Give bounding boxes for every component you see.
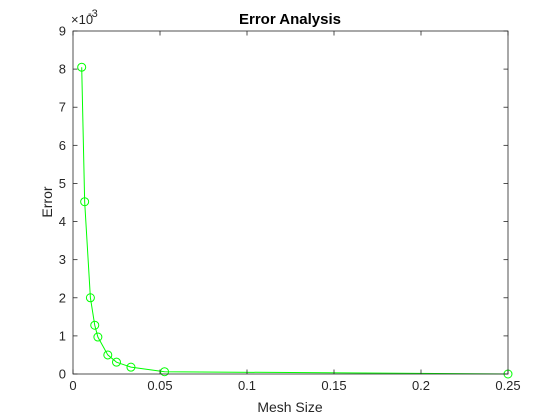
- y-tick-label: 9: [59, 24, 66, 39]
- data-point-marker: [126, 362, 136, 372]
- y-tick-label: 2: [59, 290, 66, 305]
- data-point-marker: [77, 62, 87, 72]
- data-point-marker: [160, 367, 170, 377]
- plot-area: [73, 31, 508, 374]
- y-tick-label: 7: [59, 100, 66, 115]
- data-point-marker: [90, 320, 100, 330]
- y-axis-label: Error: [39, 186, 55, 217]
- y-tick-label: 5: [59, 176, 66, 191]
- axes-box: [72, 30, 509, 375]
- y-tick-label: 1: [59, 328, 66, 343]
- ticks-layer: 0 0.05 0.1 0.15 0.2 0.25 0 1 2 3 4 5 6 7 8 9: [59, 24, 521, 394]
- chart-title: Error Analysis: [239, 11, 341, 28]
- x-tick-label: 0.25: [495, 378, 520, 393]
- x-axis-label: Mesh Size: [257, 399, 323, 415]
- series-line: [81, 67, 509, 375]
- y-tick-label: 6: [59, 138, 66, 153]
- y-exponent-power: -3: [88, 8, 98, 20]
- data-point-marker: [112, 357, 121, 367]
- y-tick-label: 4: [59, 214, 66, 229]
- data-point-marker: [93, 332, 103, 342]
- x-tick-label: 0.15: [321, 378, 346, 393]
- x-tick-label: 0: [69, 378, 76, 393]
- data-point-marker: [80, 197, 90, 207]
- data-point-marker: [103, 350, 113, 360]
- y-exponent-base: ×10: [71, 12, 93, 27]
- x-tick-label: 0.2: [412, 378, 430, 393]
- x-tick-label: 0.1: [238, 378, 256, 393]
- y-tick-label: 8: [59, 62, 66, 77]
- y-tick-label: 3: [59, 252, 66, 267]
- y-tick-label: 0: [59, 367, 66, 382]
- x-tick-label: 0.05: [147, 378, 172, 393]
- data-point-marker: [85, 293, 95, 303]
